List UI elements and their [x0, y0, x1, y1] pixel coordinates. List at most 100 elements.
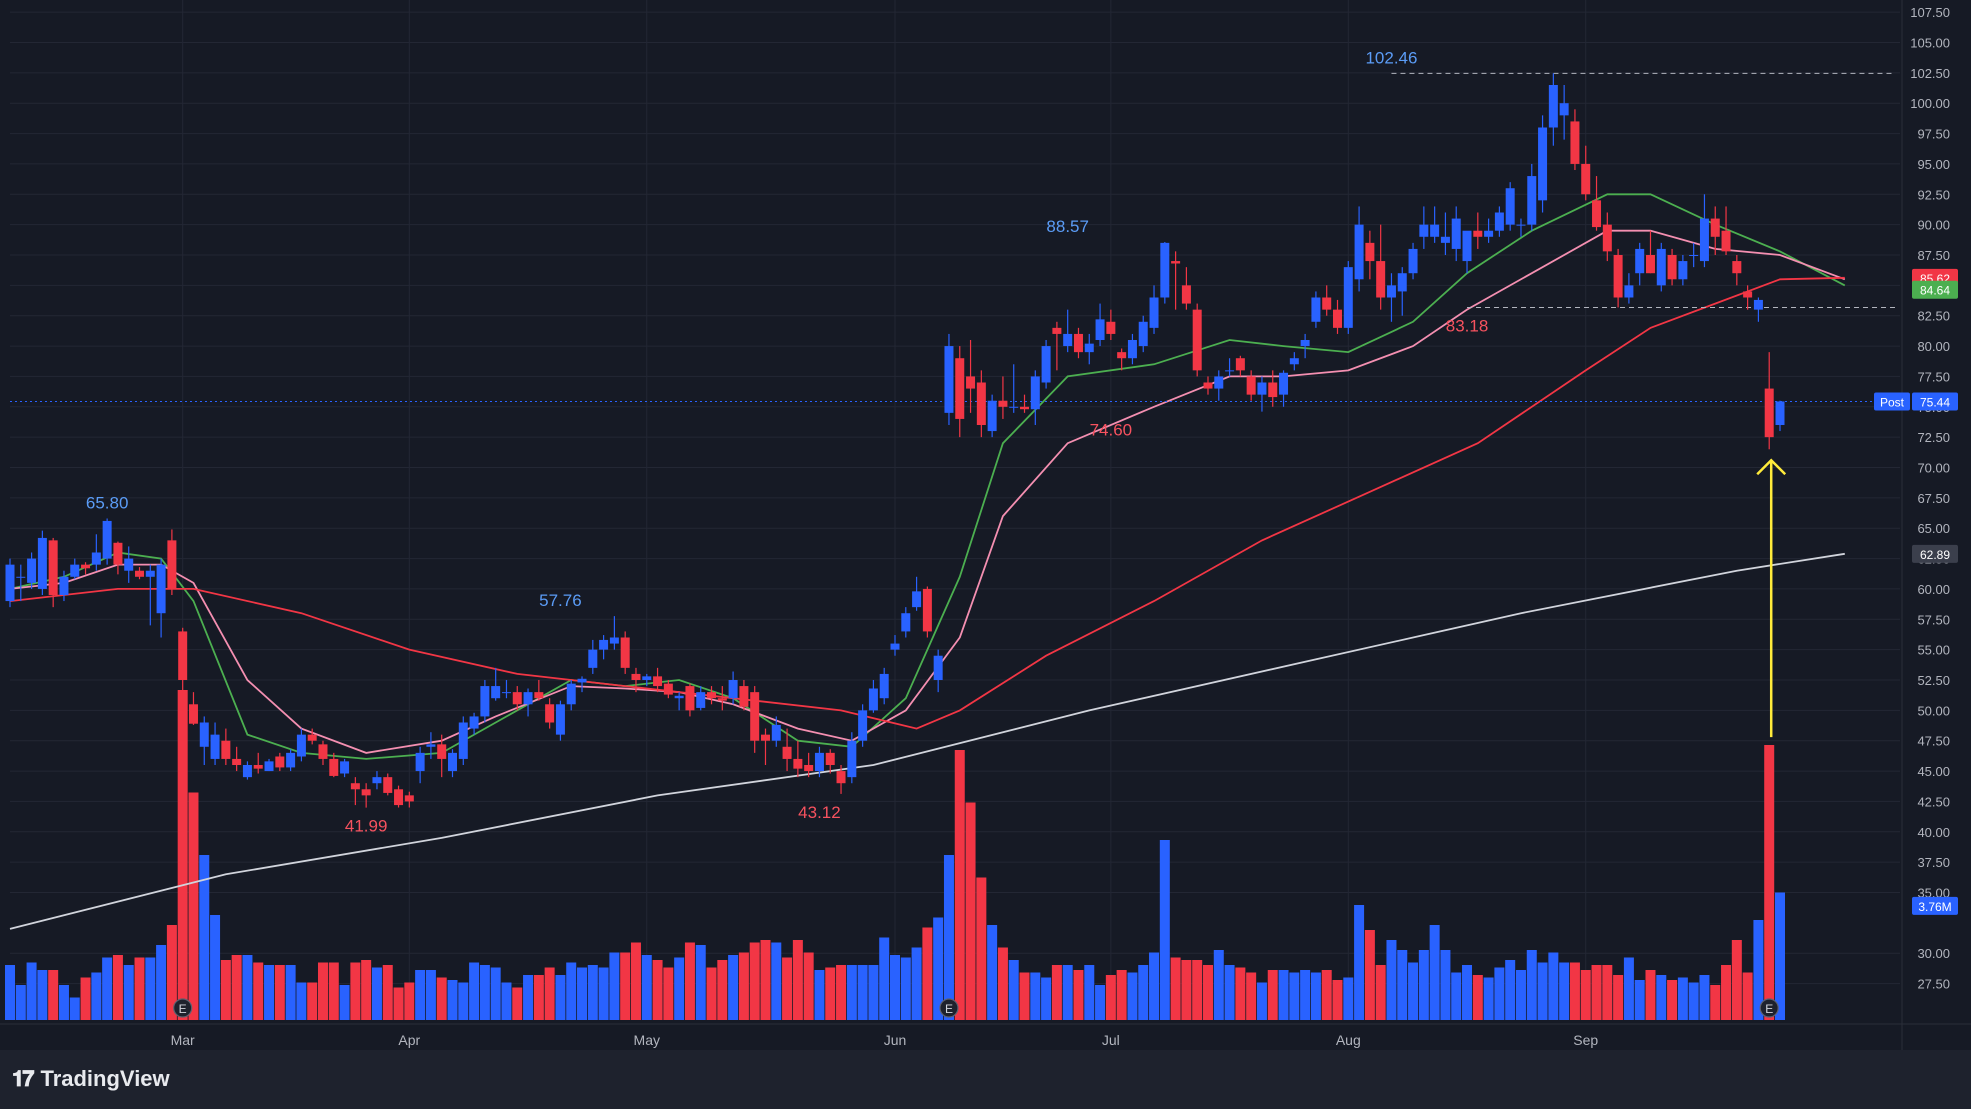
- candle-body: [966, 376, 976, 389]
- volume-bar: [760, 940, 771, 1020]
- y-tick-label: 90.00: [1917, 218, 1950, 233]
- candle-body: [167, 540, 177, 589]
- axis-badge-prefix: [1874, 392, 1910, 411]
- volume-bar: [1375, 965, 1386, 1020]
- candle-body: [642, 676, 652, 680]
- candle-body: [1548, 85, 1558, 128]
- y-tick-label: 95.00: [1917, 157, 1950, 172]
- candle-body: [1527, 176, 1537, 225]
- candle-body: [566, 683, 576, 705]
- candle-body: [1235, 358, 1245, 371]
- volume-bar: [112, 955, 123, 1020]
- y-tick-label: 60.00: [1917, 582, 1950, 597]
- volume-bar: [1418, 950, 1429, 1020]
- volume-bar: [1300, 970, 1311, 1020]
- volume-bar: [1537, 962, 1548, 1020]
- candle-body: [221, 740, 231, 759]
- candle-body: [577, 678, 587, 683]
- candle-body: [491, 686, 501, 699]
- candle-body: [1570, 121, 1580, 164]
- volume-bar: [1170, 957, 1181, 1020]
- volume-bar: [1602, 965, 1613, 1020]
- candle-body: [599, 639, 609, 650]
- candle-body: [890, 643, 900, 650]
- volume-bar: [630, 942, 641, 1020]
- candle-body: [329, 758, 339, 776]
- candle-body: [1656, 248, 1666, 286]
- volume-bar: [782, 957, 793, 1020]
- candle-body: [1365, 242, 1375, 262]
- volume-bar: [1569, 962, 1580, 1020]
- volume-bar: [264, 965, 275, 1020]
- volume-bar: [1192, 960, 1203, 1020]
- candle-body: [275, 756, 285, 768]
- x-tick-label: Sep: [1573, 1032, 1598, 1048]
- candle-body: [16, 576, 26, 578]
- candle-body: [1699, 218, 1709, 262]
- volume-bar: [1386, 940, 1397, 1020]
- volume-bar: [1645, 970, 1656, 1020]
- candle-body: [1516, 224, 1526, 226]
- price-chart[interactable]: 65.80 41.99 57.76 43.12 88.57 74.60 102.46 83.1…: [0, 0, 1971, 1050]
- footer-bar: [0, 1050, 1971, 1109]
- volume-bar: [1775, 892, 1785, 1020]
- volume-bar: [361, 960, 372, 1020]
- earnings-marker: [939, 998, 959, 1018]
- volume-bar: [717, 960, 728, 1020]
- price-annotation: 43.12: [798, 803, 841, 822]
- indicator-line: [9, 193, 1846, 760]
- candle-body: [286, 752, 296, 768]
- candle-body: [253, 765, 263, 769]
- y-tick-label: 37.50: [1917, 855, 1950, 870]
- y-tick-label: 82.50: [1917, 309, 1950, 324]
- candle-body: [555, 704, 565, 735]
- candle-body: [232, 758, 242, 765]
- y-tick-label: 100.00: [1910, 96, 1950, 111]
- candle-body: [501, 692, 511, 694]
- y-tick-label: 42.50: [1917, 794, 1950, 809]
- volume-bar: [1062, 965, 1073, 1020]
- volume-bar: [1181, 960, 1192, 1020]
- candle-body: [5, 564, 15, 602]
- volume-bar: [1354, 905, 1365, 1020]
- volume-bar: [1105, 975, 1116, 1020]
- volume-bar: [825, 967, 836, 1020]
- candle-body: [318, 744, 328, 759]
- volume-bar: [1742, 972, 1753, 1020]
- candle-body: [340, 761, 350, 774]
- y-tick-label: 105.00: [1910, 36, 1950, 51]
- earnings-marker-label: E: [1765, 1002, 1773, 1016]
- candle-body: [210, 734, 220, 759]
- candle-body: [620, 637, 630, 668]
- volume-bar: [1332, 980, 1343, 1020]
- volume-bar: [425, 970, 436, 1020]
- indicator-line: [9, 552, 1845, 930]
- candle-body: [1127, 340, 1137, 359]
- volume-bar: [512, 987, 523, 1020]
- volume-bar: [598, 967, 609, 1020]
- y-tick-label: 45.00: [1917, 764, 1950, 779]
- volume-bar: [523, 975, 534, 1020]
- candle-body: [1753, 299, 1763, 310]
- volume-bar: [587, 965, 598, 1020]
- volume-bar: [663, 967, 674, 1020]
- volume-bar: [317, 962, 328, 1020]
- volume-bar: [1073, 970, 1084, 1020]
- tradingview-logo[interactable]: 𝟏𝟕 TradingView: [12, 1066, 170, 1092]
- volume-bar: [1051, 965, 1062, 1020]
- volume-bar: [976, 877, 987, 1020]
- candle-body: [933, 655, 943, 680]
- earnings-marker-label: E: [179, 1002, 187, 1016]
- candle-body: [1602, 224, 1612, 252]
- volume-bar: [695, 945, 706, 1020]
- candle-body: [588, 649, 598, 668]
- candle-body: [1635, 248, 1645, 274]
- volume-bar: [943, 855, 954, 1020]
- volume-bar: [890, 955, 900, 1020]
- volume-bar: [1116, 970, 1127, 1020]
- candle-body: [1289, 358, 1299, 365]
- axis-badge-label: 75.44: [1920, 395, 1950, 409]
- candle-body: [1775, 401, 1785, 425]
- volume-bar: [997, 947, 1008, 1020]
